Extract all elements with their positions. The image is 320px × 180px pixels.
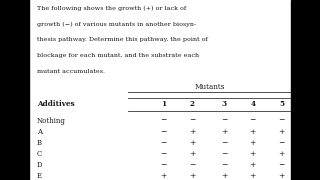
Text: −: − — [221, 139, 227, 147]
Text: A: A — [37, 128, 42, 136]
Text: +: + — [250, 128, 256, 136]
Text: blockage for each mutant, and the substrate each: blockage for each mutant, and the substr… — [37, 53, 199, 58]
Text: −: − — [160, 117, 166, 125]
Text: +: + — [250, 150, 256, 158]
Text: +: + — [221, 172, 227, 180]
Text: +: + — [189, 139, 195, 147]
Text: +: + — [278, 172, 285, 180]
Text: −: − — [278, 139, 285, 147]
Text: −: − — [189, 117, 195, 125]
Text: +: + — [278, 150, 285, 158]
Text: B: B — [37, 139, 42, 147]
Bar — [291, 0, 320, 180]
Text: mutant accumulates.: mutant accumulates. — [37, 69, 105, 74]
Text: −: − — [160, 139, 166, 147]
Text: −: − — [221, 117, 227, 125]
Text: +: + — [189, 172, 195, 180]
Text: The following shows the growth (+) or lack of: The following shows the growth (+) or la… — [37, 5, 186, 11]
Text: E: E — [37, 172, 42, 180]
Text: −: − — [189, 161, 195, 169]
Text: 1: 1 — [161, 100, 166, 108]
Text: −: − — [278, 161, 285, 169]
Text: −: − — [221, 150, 227, 158]
Text: −: − — [160, 150, 166, 158]
Text: 2: 2 — [189, 100, 195, 108]
Text: +: + — [250, 161, 256, 169]
Text: 4: 4 — [250, 100, 255, 108]
Text: 3: 3 — [221, 100, 227, 108]
Text: growth (−) of various mutants in another biosyn-: growth (−) of various mutants in another… — [37, 21, 196, 26]
Text: −: − — [160, 161, 166, 169]
Text: +: + — [189, 128, 195, 136]
Text: Nothing: Nothing — [37, 117, 66, 125]
Text: 5: 5 — [279, 100, 284, 108]
Text: Mutants: Mutants — [195, 83, 225, 91]
Text: +: + — [250, 139, 256, 147]
Text: +: + — [221, 128, 227, 136]
Text: +: + — [160, 172, 166, 180]
Text: −: − — [221, 161, 227, 169]
Text: D: D — [37, 161, 42, 169]
Text: +: + — [278, 128, 285, 136]
Bar — [0, 0, 29, 180]
Text: −: − — [278, 117, 285, 125]
Text: −: − — [250, 117, 256, 125]
Text: +: + — [189, 150, 195, 158]
Text: −: − — [160, 128, 166, 136]
Text: +: + — [250, 172, 256, 180]
Text: thesis pathway. Determine this pathway, the point of: thesis pathway. Determine this pathway, … — [37, 37, 208, 42]
Text: Additives: Additives — [37, 100, 75, 108]
Text: C: C — [37, 150, 42, 158]
